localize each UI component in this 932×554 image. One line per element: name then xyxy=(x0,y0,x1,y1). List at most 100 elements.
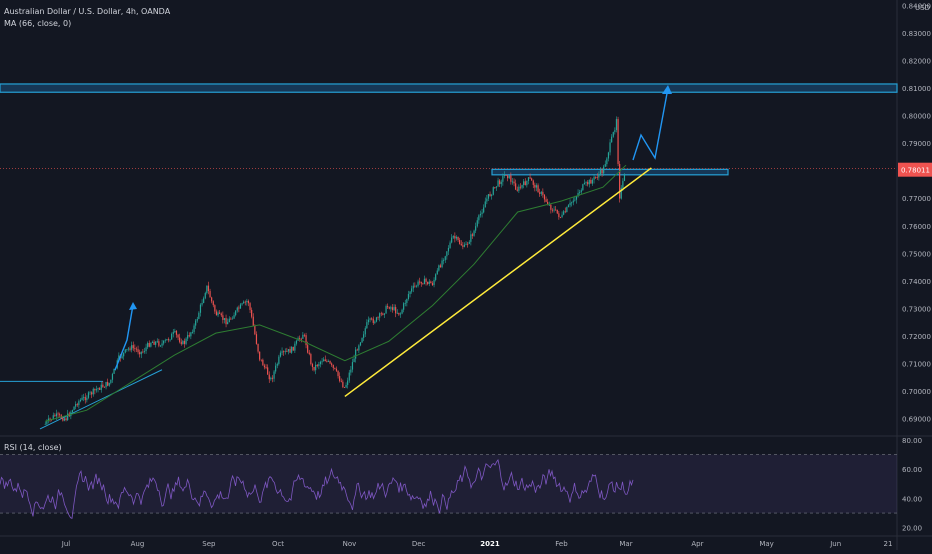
candle-body xyxy=(431,283,434,286)
rsi-line xyxy=(0,459,634,519)
candle-body xyxy=(59,414,61,416)
candle-body xyxy=(167,339,170,341)
candle-body xyxy=(127,348,130,350)
candle-body xyxy=(278,356,280,364)
candle-body xyxy=(369,318,371,320)
candle-body xyxy=(143,351,146,352)
candle-body xyxy=(452,235,454,238)
time-tick-label: Apr xyxy=(691,540,703,548)
price-badge xyxy=(898,162,932,177)
candle-body xyxy=(259,351,261,360)
candle-body xyxy=(390,307,392,309)
candle-body xyxy=(526,180,528,186)
candle-body xyxy=(222,315,224,320)
candle-body xyxy=(151,341,154,343)
projection-arrowhead-left xyxy=(129,302,137,310)
candle-body xyxy=(377,317,379,319)
candle-body xyxy=(313,366,315,371)
candle-body xyxy=(582,184,584,191)
candle-body xyxy=(188,335,190,337)
candle-body xyxy=(518,186,520,191)
candle-body xyxy=(219,312,221,314)
candle-body xyxy=(598,174,600,178)
rsi-tick-label: 40.00 xyxy=(902,495,922,503)
candle-body xyxy=(215,311,218,316)
candle-body xyxy=(619,163,621,199)
price-tick-label: 0.79000 xyxy=(902,140,931,148)
candle-body xyxy=(108,382,110,386)
candle-body xyxy=(62,418,64,421)
candle-body xyxy=(292,346,294,351)
candle-body xyxy=(459,239,461,244)
candle-body xyxy=(329,361,331,364)
candle-body xyxy=(531,178,533,181)
candle-body xyxy=(161,343,163,346)
candle-body xyxy=(260,359,262,361)
candle-body xyxy=(551,209,554,211)
candle-body xyxy=(131,345,133,350)
candle-body xyxy=(193,325,195,332)
candle-body xyxy=(129,348,131,350)
candle-body xyxy=(153,341,155,345)
ma-line xyxy=(45,164,627,422)
candle-body xyxy=(583,182,586,185)
candle-body xyxy=(379,313,381,318)
rsi-legend: RSI (14, close) xyxy=(4,443,62,452)
candle-body xyxy=(158,341,160,346)
candle-body xyxy=(523,181,525,185)
candle-body xyxy=(169,339,171,341)
candle-body xyxy=(174,330,176,332)
candle-body xyxy=(489,194,491,196)
candle-body xyxy=(236,307,238,311)
candle-body xyxy=(563,211,565,215)
candle-body xyxy=(484,201,486,208)
candle-body xyxy=(83,396,85,398)
candle-body xyxy=(612,132,614,137)
candle-body xyxy=(577,192,579,197)
candle-body xyxy=(137,349,139,353)
mid-zone xyxy=(491,168,729,176)
price-tick-label: 0.84000 xyxy=(902,3,931,11)
candle-body xyxy=(302,334,304,339)
candle-body xyxy=(510,175,512,182)
price-tick-label: 0.71000 xyxy=(902,360,931,368)
candle-body xyxy=(113,369,115,374)
candle-body xyxy=(513,181,515,184)
candle-body xyxy=(599,170,602,175)
candle-body xyxy=(499,180,501,185)
candle-body xyxy=(556,209,558,214)
candle-body xyxy=(542,191,544,195)
candle-body xyxy=(540,191,542,194)
candle-body xyxy=(548,204,550,206)
candle-body xyxy=(427,281,429,284)
candle-body xyxy=(166,339,168,341)
candle-body xyxy=(606,158,608,165)
candle-body xyxy=(494,187,496,188)
candle-body xyxy=(265,367,267,369)
candle-body xyxy=(326,361,328,362)
candle-body xyxy=(273,371,275,379)
candle-body xyxy=(91,392,93,395)
candle-body xyxy=(451,237,453,243)
candle-body xyxy=(529,177,531,179)
candle-body xyxy=(307,345,309,353)
candle-body xyxy=(263,365,266,368)
candle-body xyxy=(491,194,493,196)
candle-body xyxy=(569,202,571,206)
candle-body xyxy=(124,349,126,353)
candle-body xyxy=(425,278,427,282)
candle-body xyxy=(179,337,181,342)
candle-body xyxy=(84,396,86,401)
candle-body xyxy=(502,175,504,182)
candle-body xyxy=(76,404,78,406)
candle-body xyxy=(555,209,557,211)
candle-body xyxy=(252,316,254,326)
candle-body xyxy=(561,214,563,218)
candle-body xyxy=(342,381,344,388)
candle-body xyxy=(275,365,277,372)
candle-body xyxy=(481,212,483,214)
candle-body xyxy=(473,230,475,236)
candle-body xyxy=(550,204,552,210)
